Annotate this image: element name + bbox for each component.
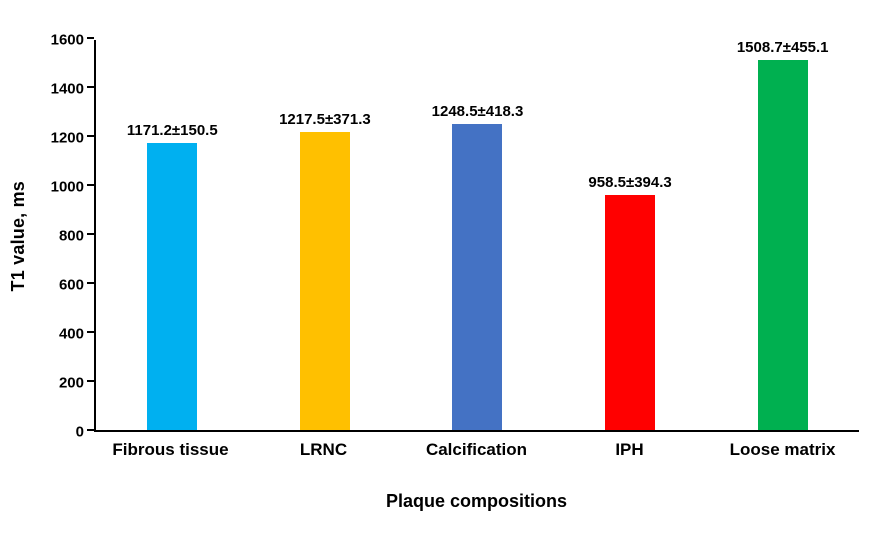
bar-value-label: 1217.5±371.3 [279, 110, 371, 128]
category-label-iph: IPH [615, 440, 644, 459]
y-axis-title: T1 value, ms [7, 180, 28, 292]
bar-slot: 1248.5±418.3 [401, 40, 554, 430]
category-label-calcification: Calcification [425, 440, 528, 459]
y-tick-mark [87, 233, 94, 235]
category-label-loose-matrix: Loose matrix [729, 440, 836, 459]
bar-iph [605, 195, 656, 430]
y-tick-label: 200 [58, 374, 84, 392]
x-axis-title: Plaque compositions [385, 491, 568, 511]
bar-slot: 1508.7±455.1 [706, 40, 859, 430]
y-tick-mark [87, 380, 94, 382]
category-label-fibrous-tissue: Fibrous tissue [112, 440, 229, 459]
bar-value-label: 958.5±394.3 [588, 174, 672, 192]
y-tick-label: 0 [75, 423, 84, 441]
y-tick-label: 1600 [50, 31, 84, 49]
y-tick-label: 400 [58, 325, 84, 343]
bar-chart: T1 value, ms 0 200 400 600 800 1000 1200 1400 16… [0, 33, 859, 511]
y-tick-label: 600 [58, 276, 84, 294]
y-tick-label: 1200 [50, 129, 84, 147]
y-tick-mark [87, 37, 94, 39]
y-tick-mark [87, 135, 94, 137]
bar-lrnc [299, 131, 350, 430]
y-tick-label: 1000 [50, 178, 84, 196]
y-axis-title-container: T1 value, ms [0, 40, 36, 432]
bar-value-label: 1248.5±418.3 [431, 103, 524, 121]
plot-area: 1171.2±150.5 1217.5±371.3 1248.5±418.3 958.… [87, 37, 859, 432]
y-axis-ticks: 0 200 400 600 800 1000 1200 1400 1600 [36, 33, 94, 440]
bar-value-label: 1508.7±455.1 [736, 39, 829, 57]
x-axis-category-labels: Fibrous tissue LRNC Calcification IPH Loose … [94, 432, 859, 466]
bar-slot: 1217.5±371.3 [249, 40, 402, 430]
bar-slot: 958.5±394.3 [554, 40, 707, 430]
y-tick-mark [87, 429, 94, 431]
bar-fibrous-tissue [147, 143, 198, 430]
y-tick-label: 1400 [50, 80, 84, 98]
y-tick-mark [87, 331, 94, 333]
category-label-lrnc: LRNC [299, 440, 348, 459]
y-tick-mark [87, 86, 94, 88]
y-tick-mark [87, 184, 94, 186]
y-tick-label: 800 [58, 227, 84, 245]
bar-value-label: 1171.2±150.5 [126, 122, 218, 140]
bar-loose-matrix [757, 60, 808, 430]
bar-calcification [452, 124, 503, 430]
y-tick-mark [87, 282, 94, 284]
bar-slot: 1171.2±150.5 [96, 40, 249, 430]
